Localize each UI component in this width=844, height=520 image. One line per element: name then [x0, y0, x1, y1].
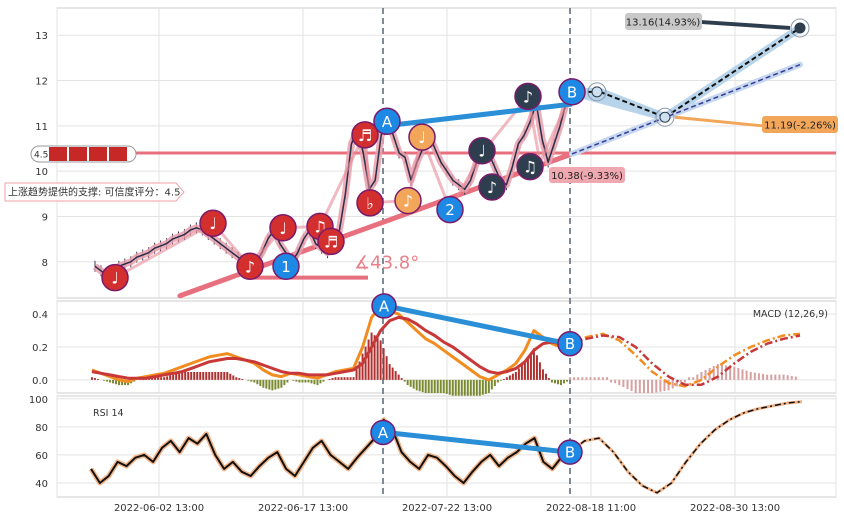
target-box-top: [625, 13, 702, 30]
x-tick-label: 2022-08-30 13:00: [690, 503, 780, 514]
projection-node-ring: [790, 18, 810, 38]
angle-label: ∡43.8°: [354, 253, 419, 274]
macd-label-marker: [371, 293, 397, 319]
wave-label-marker: [272, 252, 300, 281]
wave-note-marker: [514, 82, 542, 111]
wave-note-marker: [199, 209, 227, 237]
price-y-tick-label: 10: [35, 167, 48, 178]
macd-y-tick-label: 0.4: [32, 310, 48, 321]
wave-label-text: 2: [445, 201, 455, 219]
projection-dashed-3: [599, 90, 666, 119]
wave-note-marker: [269, 214, 297, 242]
wave-label-text: 1: [281, 258, 291, 276]
wave-note-marker: [468, 136, 496, 165]
projection-node: [659, 111, 671, 123]
support-text: 上涨趋势提供的支撑: 可信度评分：4.5: [8, 186, 180, 199]
x-tick-label: 2022-06-17 13:00: [258, 503, 348, 514]
wave-note-marker: [317, 227, 345, 256]
wave-note-glyph: ♬: [358, 126, 372, 145]
support-flag: [69, 147, 87, 161]
target-label-low: 10.38(-9.33%): [551, 171, 623, 182]
macd-ab-line: [385, 303, 569, 347]
projection-node-ring: [655, 107, 675, 127]
wave-label-marker: [373, 107, 401, 136]
target-arrow-top: [699, 19, 791, 30]
support-flag: [89, 147, 107, 161]
wave-note-glyph: ♩: [209, 214, 217, 233]
support-flag: [49, 147, 67, 161]
wave-label-marker: [558, 78, 586, 106]
price-y-tick-label: 12: [35, 77, 48, 88]
wave-note-glyph: ♩: [478, 142, 486, 161]
rsi-label-text: A: [378, 424, 389, 442]
wave-note-marker: [408, 123, 436, 151]
wave-note-glyph: ♪: [487, 178, 497, 197]
wave-note-glyph: ♪: [403, 192, 413, 211]
wave-note-glyph: ♬: [324, 232, 338, 251]
wave-note-glyph: ♩: [418, 128, 426, 147]
wave-note-marker: [478, 173, 506, 201]
rsi-line: [90, 418, 571, 484]
target-box-low: [549, 167, 625, 183]
projection-node: [591, 86, 603, 98]
wave-note-glyph: ♩: [111, 269, 119, 288]
rsi-forecast-line: [569, 400, 803, 494]
macd-label-text: B: [565, 335, 575, 353]
price-y-tick-label: 8: [42, 258, 48, 269]
rsi-y-tick-label: 100: [29, 395, 48, 406]
price-y-tick-label: 11: [35, 122, 48, 133]
wave-label-text: A: [382, 113, 393, 131]
macd-y-tick-label: 0.2: [32, 343, 48, 354]
wave-note-marker: [351, 121, 379, 149]
projection-node: [794, 22, 806, 34]
wave-note-marker: [356, 189, 384, 217]
wave-note-marker: [236, 252, 264, 281]
x-tick-label: 2022-07-22 13:00: [402, 503, 492, 514]
macd-label-text: A: [379, 297, 390, 315]
wave-label-marker: [436, 195, 464, 224]
support-text-box: [4, 182, 185, 202]
price-ab-line: [385, 101, 573, 129]
rsi-y-tick-label: 40: [35, 479, 48, 490]
wave-note-marker: [394, 186, 422, 215]
target-box-mid: [762, 116, 838, 133]
wave-note-glyph: ♪: [523, 87, 533, 106]
wave-note-glyph: ♫: [523, 158, 537, 177]
macd-signal-line: [91, 315, 570, 380]
wave-note-glyph: ♭: [366, 194, 374, 213]
rsi-panel-label: RSI 14: [93, 408, 124, 419]
macd-y-tick-label: 0.0: [32, 376, 48, 387]
wave-note-marker: [516, 152, 544, 181]
macd-panel-label: MACD (12,26,9): [753, 309, 828, 320]
x-tick-label: 2022-08-18 11:00: [546, 503, 636, 514]
target-label-mid: 11.19(-2.26%): [764, 121, 836, 132]
price-y-tick-label: 13: [35, 31, 48, 42]
support-flag: [109, 147, 127, 161]
macd-label-marker: [557, 330, 583, 357]
wave-label-text: B: [567, 83, 577, 101]
wave-note-glyph: ♩: [279, 219, 287, 238]
target-arrow-mid: [674, 115, 763, 128]
wave-note-glyph: ♪: [245, 257, 255, 276]
rsi-label-text: B: [565, 444, 575, 462]
macd-forecast-signal-line: [569, 334, 801, 387]
projection-dashed-4: [664, 27, 801, 119]
x-tick-label: 2022-06-02 13:00: [114, 503, 204, 514]
rsi-y-tick-label: 60: [35, 451, 48, 462]
rsi-label-marker: [557, 439, 583, 465]
projection-dashed-1: [571, 63, 801, 155]
macd-forecast-line: [569, 332, 801, 388]
support-tag-value: 4.5: [34, 151, 48, 161]
wave-note-marker: [101, 263, 129, 292]
rsi-ab-line: [385, 429, 569, 455]
price-y-tick-label: 9: [42, 212, 48, 223]
target-label-top: 13.16(14.93%): [626, 18, 701, 29]
rsi-label-marker: [370, 419, 396, 446]
projection-node-ring: [587, 82, 607, 102]
rsi-y-tick-label: 80: [35, 423, 48, 434]
